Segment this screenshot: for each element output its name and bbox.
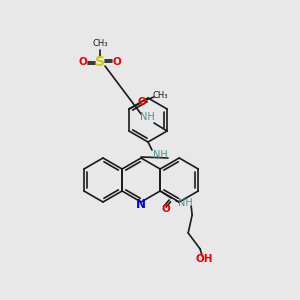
Text: NH: NH (140, 112, 154, 122)
Text: O: O (138, 97, 146, 107)
Text: N: N (136, 197, 146, 211)
Text: NH: NH (178, 198, 193, 208)
Text: O: O (112, 57, 122, 67)
Text: O: O (162, 204, 170, 214)
Text: S: S (95, 55, 105, 69)
Text: OH: OH (195, 254, 213, 264)
Text: NH: NH (153, 150, 167, 160)
Text: CH₃: CH₃ (92, 38, 108, 47)
Text: CH₃: CH₃ (152, 91, 168, 100)
Text: O: O (79, 57, 87, 67)
